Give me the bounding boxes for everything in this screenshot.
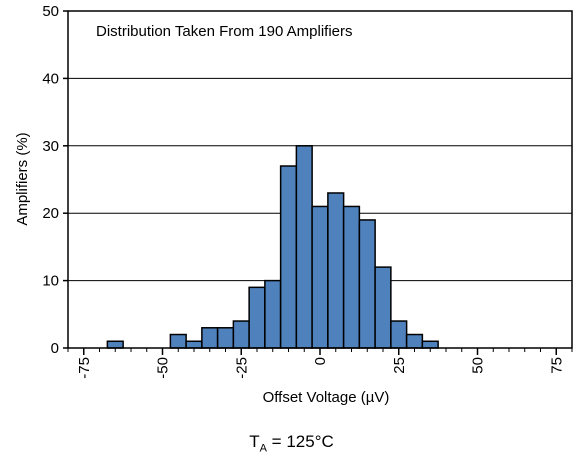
bar-4 <box>216 327 235 349</box>
x-tick-label: 25 <box>391 357 408 374</box>
bars <box>106 145 439 349</box>
temperature-caption: TA = 125°C <box>0 432 583 454</box>
bar-11 <box>327 192 345 349</box>
caption-prefix: T <box>249 432 260 451</box>
x-tick-label: 0 <box>312 357 329 365</box>
y-tick-label: 20 <box>42 205 59 222</box>
bar-5 <box>232 320 250 349</box>
bar-10 <box>311 205 329 349</box>
bar-2 <box>185 340 203 349</box>
x-tick-label: 50 <box>470 357 487 374</box>
bar-7 <box>264 279 282 349</box>
x-tick-label: -25 <box>233 357 250 379</box>
bar-8 <box>279 165 298 349</box>
bar-6 <box>248 286 266 349</box>
y-tick-label: 40 <box>42 70 59 87</box>
bar-9 <box>295 145 313 349</box>
bar-1 <box>169 333 187 349</box>
y-tick-label: 10 <box>42 273 59 290</box>
chart-annotation: Distribution Taken From 190 Amplifiers <box>96 23 353 40</box>
y-tick-label: 0 <box>51 340 59 357</box>
x-tick-label: -50 <box>155 357 172 379</box>
bar-17 <box>421 340 439 349</box>
bar-14 <box>374 266 392 349</box>
tick-labels: 0 10 20 30 40 50 -75 -50 -25 0 25 50 75 <box>42 3 565 379</box>
y-tick-label: 50 <box>42 3 59 20</box>
x-axis-label: Offset Voltage (µV) <box>263 389 390 406</box>
caption-subscript: A <box>259 442 267 455</box>
bar-15 <box>390 320 408 349</box>
bar-12 <box>342 205 361 349</box>
caption-suffix: = 125°C <box>266 432 334 451</box>
bar-13 <box>358 219 376 349</box>
y-tick-label: 30 <box>42 138 59 155</box>
x-tick-label: 75 <box>548 357 565 374</box>
axes <box>63 10 573 355</box>
x-tick-label: -75 <box>76 357 93 379</box>
y-axis-label: Amplifiers (%) <box>14 132 31 225</box>
bar-0 <box>106 340 124 349</box>
bar-3 <box>201 327 219 349</box>
bar-16 <box>405 333 424 349</box>
